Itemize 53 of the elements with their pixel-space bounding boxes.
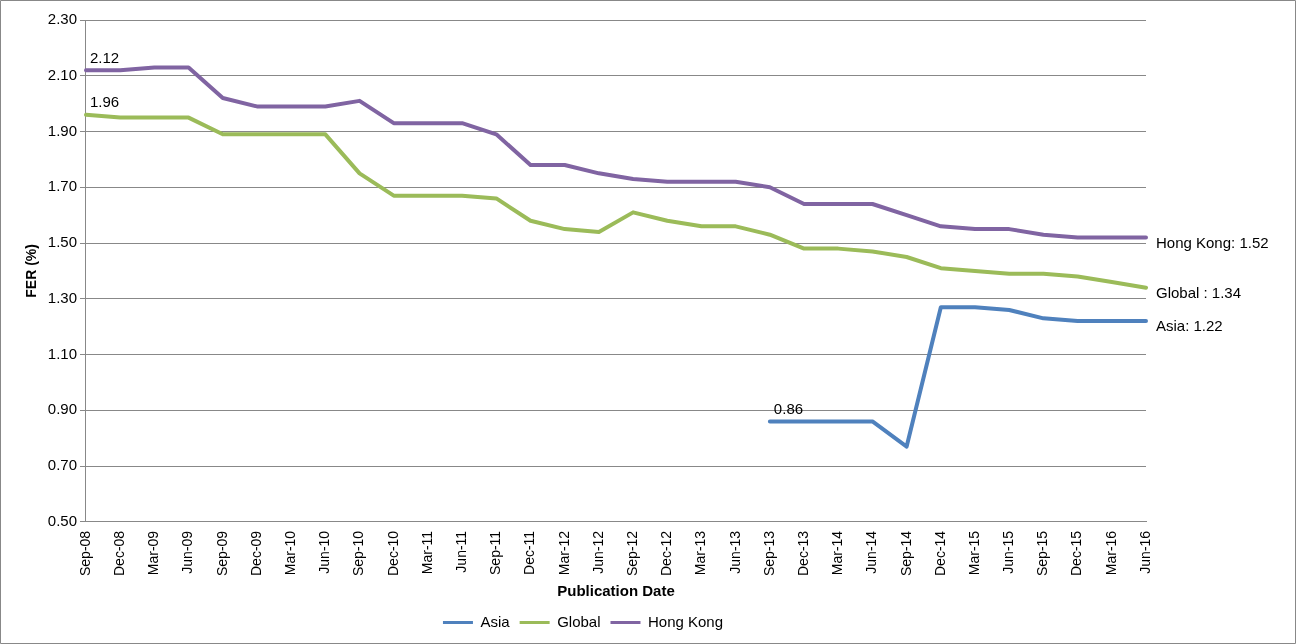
- x-tick-label: Mar-15: [965, 530, 982, 576]
- x-tick-label: Mar-16: [1102, 530, 1119, 576]
- legend-label: Hong Kong: [647, 612, 724, 630]
- annotation: 2.12: [89, 48, 120, 66]
- y-tick-label: 1.30: [47, 288, 77, 306]
- y-tick-label: 0.90: [47, 400, 77, 418]
- x-tick-label: Jun-16: [1136, 530, 1153, 574]
- x-tick-label: Jun-14: [863, 530, 880, 574]
- annotation: 1.96: [89, 93, 120, 111]
- x-tick-label: Sep-13: [760, 530, 777, 577]
- y-tick-label: 1.70: [47, 177, 77, 195]
- x-tick-label: Sep-10: [350, 530, 367, 577]
- x-tick-label: Mar-12: [555, 530, 572, 576]
- x-tick-label: Dec-11: [521, 530, 538, 575]
- y-axis-title: FER (%): [23, 244, 40, 298]
- x-tick-label: Dec-09: [247, 530, 264, 576]
- x-tick-label: Dec-08: [111, 530, 128, 576]
- y-tick-label: 1.90: [47, 121, 77, 139]
- x-tick-label: Dec-13: [794, 530, 811, 576]
- x-tick-label: Sep-15: [1034, 530, 1051, 577]
- annotation: Global : 1.34: [1156, 283, 1242, 301]
- x-tick-label: Sep-08: [76, 530, 93, 577]
- x-tick-label: Jun-12: [589, 530, 606, 574]
- x-tick-label: Jun-11: [452, 530, 469, 573]
- legend-label: Asia: [480, 612, 511, 630]
- x-tick-label: Dec-12: [658, 530, 675, 576]
- annotation: 0.86: [773, 400, 804, 418]
- y-tick-label: 1.10: [47, 344, 77, 362]
- annotation: Hong Kong: 1.52: [1156, 233, 1269, 251]
- x-tick-label: Dec-10: [384, 530, 401, 576]
- y-tick-label: 2.30: [47, 10, 77, 28]
- legend-label: Global: [557, 612, 601, 630]
- x-tick-label: Mar-11: [418, 530, 435, 575]
- x-tick-label: Dec-14: [931, 530, 948, 576]
- x-tick-label: Jun-09: [179, 530, 196, 574]
- x-tick-label: Jun-13: [726, 530, 743, 574]
- y-tick-label: 0.70: [47, 456, 77, 474]
- x-tick-label: Mar-14: [829, 530, 846, 576]
- x-tick-label: Jun-15: [1000, 530, 1017, 574]
- y-tick-label: 0.50: [47, 512, 77, 529]
- y-tick-label: 1.50: [47, 233, 77, 251]
- x-tick-label: Dec-15: [1068, 530, 1085, 576]
- x-tick-label: Mar-09: [145, 530, 162, 576]
- x-tick-label: Sep-14: [897, 530, 914, 577]
- x-tick-label: Mar-10: [282, 530, 299, 576]
- x-tick-label: Sep-11: [487, 530, 504, 575]
- y-tick-label: 2.10: [47, 65, 77, 83]
- x-tick-label: Sep-09: [213, 530, 230, 577]
- x-tick-label: Sep-12: [623, 530, 640, 577]
- x-tick-label: Mar-13: [692, 530, 709, 576]
- x-tick-label: Jun-10: [316, 530, 333, 574]
- annotation: Asia: 1.22: [1156, 317, 1223, 335]
- x-axis-title: Publication Date: [557, 582, 675, 600]
